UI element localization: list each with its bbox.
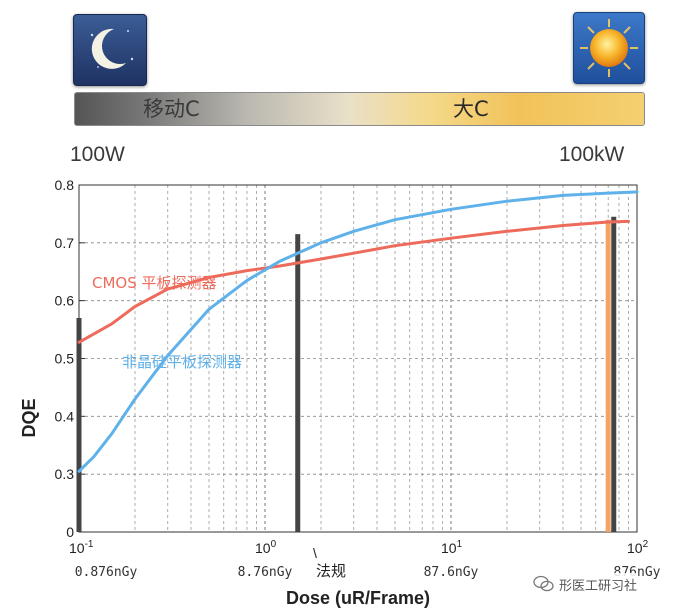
x-axis-label: Dose (uR/Frame) xyxy=(286,588,430,608)
x-tick-label: 102 xyxy=(627,539,649,556)
y-tick-labels: 0 0.3 0.4 0.5 0.6 0.7 0.8 xyxy=(55,177,75,540)
wechat-icon xyxy=(533,575,554,592)
power-right-label: 100kW xyxy=(559,143,625,166)
secondary-x-label: 8.76nGy xyxy=(238,565,293,580)
y-tick-label: 0.6 xyxy=(55,293,75,309)
y-tick-label: 0.7 xyxy=(55,235,75,251)
secondary-x-label: 87.6nGy xyxy=(424,565,479,580)
y-tick-label: 0.5 xyxy=(55,351,75,367)
series-line-0 xyxy=(77,219,630,344)
regulation-label: 法规 xyxy=(316,562,346,580)
x-tick-label: 10-1 xyxy=(69,539,94,556)
watermark-text: 形医工研习社 xyxy=(559,578,638,594)
y-tick-label: 0.8 xyxy=(55,177,75,193)
y-axis-label: DQE xyxy=(19,398,39,437)
y-tick-label: 0 xyxy=(66,524,74,540)
series-line-1 xyxy=(77,190,639,473)
y-tick-label: 0.4 xyxy=(55,408,75,424)
sun-icon xyxy=(573,12,645,84)
x-tick-label: 100 xyxy=(255,539,277,556)
watermark: 形医工研习社 xyxy=(533,573,638,595)
series-lines xyxy=(77,190,639,473)
regulation-tick: \ xyxy=(313,545,317,561)
x-tick-labels: 10-1 100 101 102 xyxy=(69,539,649,556)
secondary-x-label: 0.876nGy xyxy=(75,565,138,580)
x-tick-label: 101 xyxy=(441,539,463,556)
grid-lines xyxy=(79,184,637,533)
bar-right-label: 大C xyxy=(453,97,489,121)
vertical-markers xyxy=(76,216,617,532)
power-left-label: 100W xyxy=(70,143,125,166)
series-label-cmos: CMOS 平板探测器 xyxy=(92,274,217,292)
bar-left-label: 移动C xyxy=(143,97,200,121)
gradient-scale-bar xyxy=(74,92,645,126)
series-label-asi: 非晶硅平板探测器 xyxy=(122,353,242,371)
y-tick-label: 0.3 xyxy=(55,466,75,482)
moon-icon xyxy=(73,14,147,86)
